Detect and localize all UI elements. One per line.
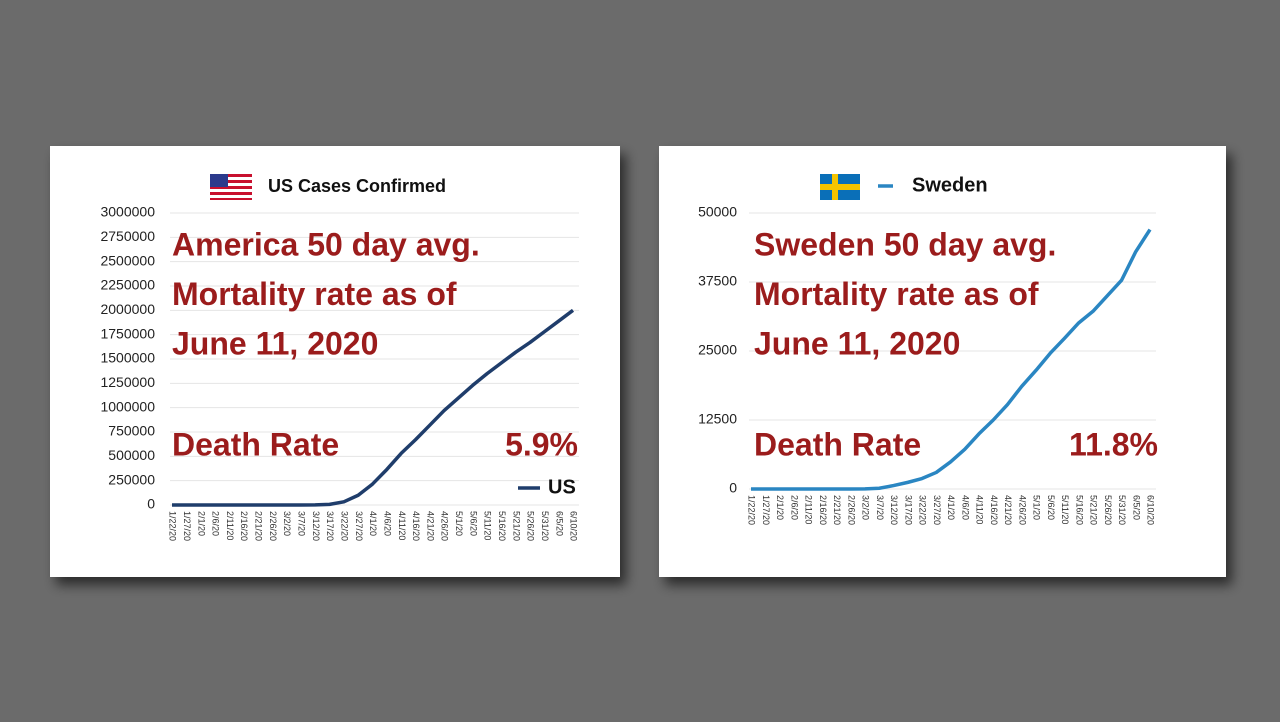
x-tick-label: 2/6/20 [789, 495, 799, 520]
us-flag [210, 174, 252, 200]
x-tick-label: 2/1/20 [775, 495, 785, 520]
x-tick-label: 4/1/20 [368, 511, 378, 536]
x-tick-label: 2/6/20 [211, 511, 221, 536]
y-tick-label: 37500 [698, 273, 737, 289]
x-tick-label: 5/6/20 [468, 511, 478, 536]
y-tick-label: 1000000 [100, 398, 155, 414]
y-tick-label: 1500000 [100, 350, 155, 366]
legend-label: Sweden [912, 174, 988, 196]
legend-label: US [548, 476, 576, 498]
x-tick-label: 5/31/20 [1117, 495, 1127, 525]
x-tick-label: 1/27/20 [182, 511, 192, 541]
x-tick-label: 2/16/20 [239, 511, 249, 541]
x-tick-label: 4/11/20 [397, 511, 407, 540]
x-tick-label: 4/6/20 [382, 511, 392, 536]
x-tick-label: 6/5/20 [1131, 495, 1141, 520]
y-tick-label: 500000 [108, 447, 155, 463]
x-tick-label: 5/11/20 [1060, 495, 1070, 524]
x-tick-label: 1/27/20 [761, 495, 771, 525]
x-tick-label: 2/21/20 [254, 511, 264, 541]
y-tick-label: 2250000 [100, 277, 155, 293]
y-tick-label: 750000 [108, 423, 155, 439]
x-tick-label: 5/31/20 [540, 511, 550, 541]
y-tick-label: 3000000 [100, 204, 155, 220]
x-tick-label: 5/26/20 [1103, 495, 1113, 525]
y-tick-label: 25000 [698, 342, 737, 358]
panel [659, 146, 1226, 577]
x-tick-label: 4/16/20 [411, 511, 421, 541]
annotation: America 50 day avg. [172, 226, 480, 262]
y-tick-label: 1750000 [100, 325, 155, 341]
x-tick-label: 3/2/20 [282, 511, 292, 536]
x-tick-label: 3/2/20 [861, 495, 871, 520]
x-tick-label: 5/6/20 [1046, 495, 1056, 520]
x-tick-label: 4/21/20 [1003, 495, 1013, 525]
sweden-flag [820, 174, 860, 200]
x-tick-label: 2/1/20 [196, 511, 206, 536]
x-tick-label: 3/7/20 [297, 511, 307, 536]
annotation: Sweden 50 day avg. [754, 226, 1056, 262]
x-tick-label: 5/1/20 [454, 511, 464, 536]
x-tick-label: 3/27/20 [932, 495, 942, 525]
y-tick-label: 2000000 [100, 301, 155, 317]
x-tick-label: 5/1/20 [1032, 495, 1042, 520]
x-tick-label: 3/22/20 [918, 495, 928, 525]
x-tick-label: 2/11/20 [225, 511, 235, 540]
x-tick-label: 3/27/20 [354, 511, 364, 541]
x-tick-label: 5/21/20 [511, 511, 521, 541]
x-tick-label: 4/21/20 [425, 511, 435, 541]
x-tick-label: 4/6/20 [960, 495, 970, 520]
x-tick-label: 2/11/20 [804, 495, 814, 524]
x-tick-label: 1/22/20 [747, 495, 757, 525]
x-tick-label: 6/10/20 [1146, 495, 1156, 525]
x-tick-label: 5/21/20 [1089, 495, 1099, 525]
y-tick-label: 12500 [698, 411, 737, 427]
death-rate-label: Death Rate [754, 426, 921, 462]
x-tick-label: 3/7/20 [875, 495, 885, 520]
x-tick-label: 6/10/20 [569, 511, 579, 541]
x-tick-label: 3/12/20 [889, 495, 899, 525]
x-tick-label: 2/26/20 [268, 511, 278, 541]
death-rate-label: Death Rate [172, 426, 339, 462]
x-tick-label: 3/17/20 [325, 511, 335, 541]
x-tick-label: 3/12/20 [311, 511, 321, 541]
y-tick-label: 250000 [108, 471, 155, 487]
x-tick-label: 4/26/20 [440, 511, 450, 541]
y-tick-label: 2500000 [100, 252, 155, 268]
x-tick-label: 5/26/20 [526, 511, 536, 541]
x-tick-label: 6/5/20 [554, 511, 564, 536]
annotation: Mortality rate as of [754, 276, 1039, 312]
x-tick-label: 2/16/20 [818, 495, 828, 525]
x-tick-label: 5/16/20 [1074, 495, 1084, 525]
x-tick-label: 4/1/20 [946, 495, 956, 520]
x-tick-label: 5/11/20 [483, 511, 493, 540]
x-tick-label: 4/26/20 [1017, 495, 1027, 525]
y-tick-label: 0 [147, 496, 155, 512]
annotation: Mortality rate as of [172, 276, 457, 312]
chart-title: US Cases Confirmed [268, 176, 446, 196]
y-tick-label: 2750000 [100, 228, 155, 244]
x-tick-label: 2/26/20 [846, 495, 856, 525]
annotation: June 11, 2020 [754, 325, 960, 361]
x-tick-label: 5/16/20 [497, 511, 507, 541]
y-tick-label: 1250000 [100, 374, 155, 390]
death-rate-value: 5.9% [505, 426, 578, 462]
x-tick-label: 4/16/20 [989, 495, 999, 525]
data-line [172, 308, 575, 507]
data-line [751, 228, 1152, 491]
y-tick-label: 0 [729, 480, 737, 496]
x-tick-label: 2/21/20 [832, 495, 842, 525]
x-tick-label: 1/22/20 [168, 511, 178, 541]
x-tick-label: 4/11/20 [975, 495, 985, 524]
death-rate-value: 11.8% [1069, 426, 1158, 462]
x-tick-label: 3/22/20 [339, 511, 349, 541]
x-tick-label: 3/17/20 [903, 495, 913, 525]
y-tick-label: 50000 [698, 204, 737, 220]
annotation: June 11, 2020 [172, 325, 378, 361]
